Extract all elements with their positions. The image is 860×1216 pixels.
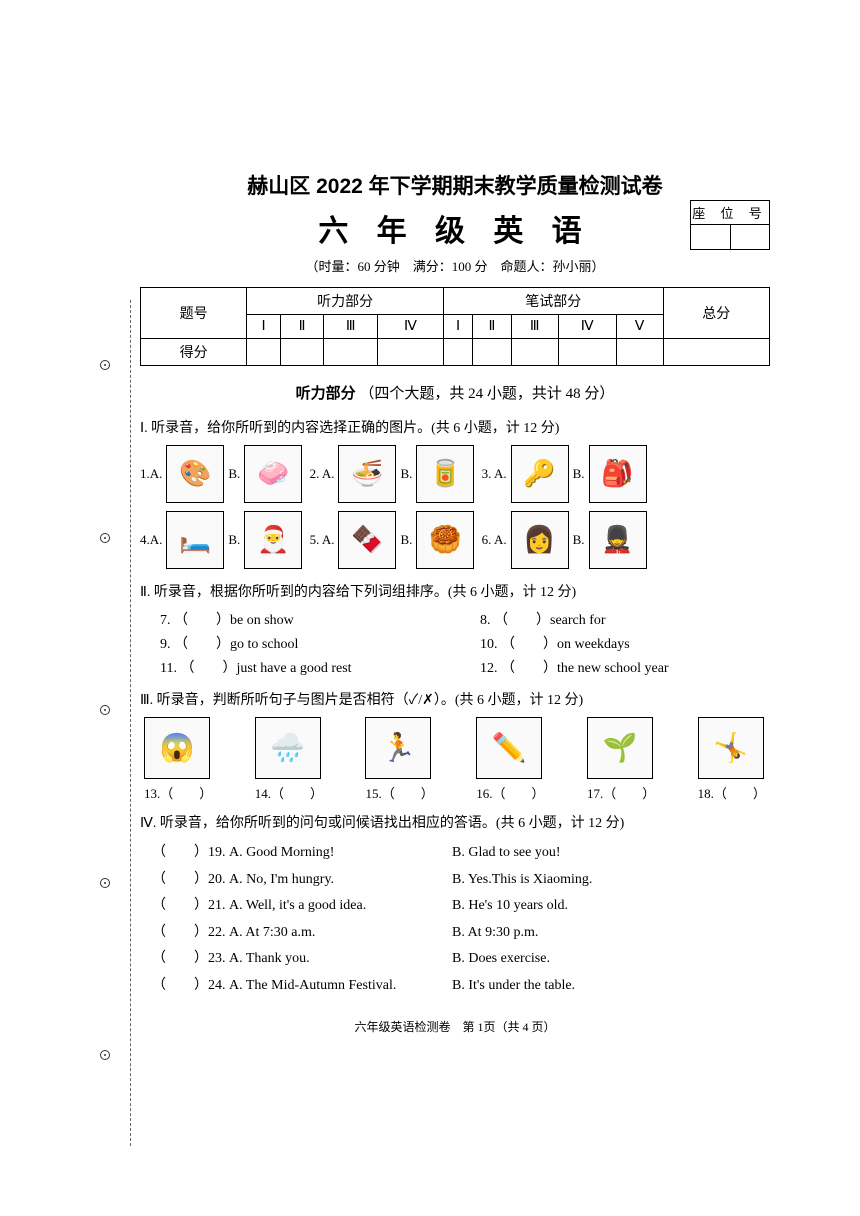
score-cell[interactable] [473,339,511,366]
section-subtitle: （四个大题，共 24 小题，共计 48 分） [359,386,614,402]
item-label: B. [228,532,240,548]
santa-icon: 🎅 [244,511,302,569]
key-icon: 🔑 [511,445,569,503]
item-label: 2. A. [306,466,334,482]
score-cell[interactable] [324,339,378,366]
item-label: 6. A. [478,532,506,548]
score-cell[interactable] [247,339,280,366]
rain-icon: 🌧️ [255,717,321,779]
score-cell[interactable] [378,339,444,366]
page-footer: 六年级英语检测卷 第 1页（共 4 页） [140,1018,770,1035]
seat-cells[interactable] [691,225,769,249]
scared-icon: 😱 [144,717,210,779]
seat-number-box: 座 位 号 [690,200,770,250]
exam-meta: （时量：60 分钟 满分：100 分 命题人：孙小丽） [140,256,770,275]
list-item: 10. （ ）on weekdays [480,633,770,653]
running-icon: 🏃 [365,717,431,779]
col-num: Ⅳ [558,315,616,339]
washing-icon: 🧼 [244,445,302,503]
planting-icon: 🌱 [587,717,653,779]
list-item: 9. （ ）go to school [160,633,450,653]
list-item: 11. （ ）just have a good rest [160,657,450,677]
col-num: Ⅳ [378,315,444,339]
list-item: 12. （ ）the new school year [480,657,770,677]
score-table: 题号 听力部分 笔试部分 总分 Ⅰ Ⅱ Ⅲ Ⅳ Ⅰ Ⅱ Ⅲ Ⅳ Ⅴ 得分 [140,287,770,366]
col-num: Ⅱ [473,315,511,339]
col-num: Ⅲ [324,315,378,339]
q4-instruction: Ⅳ. 听录音，给你所听到的问句或问候语找出相应的答语。(共 6 小题，计 12 … [140,812,770,832]
item-label: B. [228,466,240,482]
exam-title-line2: 六 年 级 英 语 [140,206,770,250]
soldier-icon: 💂 [589,511,647,569]
table-row: 得分 [141,339,770,366]
q1-instruction: Ⅰ. 听录音，给你所听到的内容选择正确的图片。(共 6 小题，计 12 分) [140,417,770,437]
item-label: B. [573,532,585,548]
score-cell[interactable] [558,339,616,366]
col-num: Ⅴ [616,315,663,339]
answer-row: （ ）24. A. The Mid-Autumn Festival. B. It… [152,973,770,1000]
judge-item: 🏃 15.（ ） [365,717,433,802]
seat-label: 座 位 号 [691,201,769,225]
backpack-icon: 🎒 [589,445,647,503]
score-cell[interactable] [663,339,769,366]
list-item: 7. （ ）be on show [160,609,450,629]
judge-item: 🌧️ 14.（ ） [255,717,323,802]
mooncake-icon: 🥮 [416,511,474,569]
q3-instruction: Ⅲ. 听录音，判断所听句子与图片是否相符（✓/✗）。(共 6 小题，计 12 分… [140,689,770,709]
pencil-icon: ✏️ [476,717,542,779]
listening-section-header: 听力部分 （四个大题，共 24 小题，共计 48 分） [140,382,770,403]
item-label: 3. A. [478,466,506,482]
col-num: Ⅱ [280,315,324,339]
total-header: 总分 [663,288,769,339]
chocolate-icon: 🍫 [338,511,396,569]
q3-row: 😱 13.（ ） 🌧️ 14.（ ） 🏃 15.（ ） ✏️ 16.（ ） 🌱 … [140,717,770,802]
col-num: Ⅰ [443,315,472,339]
score-cell[interactable] [511,339,558,366]
item-label: B. [400,532,412,548]
item-label: B. [573,466,585,482]
col-num: Ⅲ [511,315,558,339]
answer-row: （ ）22. A. At 7:30 a.m. B. At 9:30 p.m. [152,920,770,947]
q4-list: （ ）19. A. Good Morning! B. Glad to see y… [140,840,770,1000]
woman-icon: 👩 [511,511,569,569]
exam-page: 赫山区 2022 年下学期期末教学质量检测试卷 六 年 级 英 语 （时量：60… [0,0,860,1075]
judge-item: 🌱 17.（ ） [587,717,655,802]
cans-icon: 🥫 [416,445,474,503]
item-label: 1.A. [140,466,162,482]
score-cell[interactable] [443,339,472,366]
q1-row2: 4.A. 🛏️ B. 🎅 5. A. 🍫 B. 🥮 6. A. 👩 B. 💂 [140,511,770,569]
cartwheel-icon: 🤸 [698,717,764,779]
judge-item: 🤸 18.（ ） [698,717,766,802]
answer-row: （ ）23. A. Thank you. B. Does exercise. [152,946,770,973]
listening-header: 听力部分 [247,288,444,315]
bed-icon: 🛏️ [166,511,224,569]
item-label: 4.A. [140,532,162,548]
judge-item: 😱 13.（ ） [144,717,212,802]
q2-list: 7. （ ）be on show 8. （ ）search for 9. （ ）… [140,609,770,677]
item-label: B. [400,466,412,482]
q1-row1: 1.A. 🎨 B. 🧼 2. A. 🍜 B. 🥫 3. A. 🔑 B. 🎒 [140,445,770,503]
list-item: 8. （ ）search for [480,609,770,629]
score-cell[interactable] [280,339,324,366]
col-num: Ⅰ [247,315,280,339]
judge-item: ✏️ 16.（ ） [476,717,544,802]
q2-instruction: Ⅱ. 听录音，根据你所听到的内容给下列词组排序。(共 6 小题，计 12 分) [140,581,770,601]
score-cell[interactable] [616,339,663,366]
score-row-label: 得分 [141,339,247,366]
table-row: 题号 听力部分 笔试部分 总分 [141,288,770,315]
section-title: 听力部分 [296,385,356,402]
written-header: 笔试部分 [443,288,663,315]
answer-row: （ ）20. A. No, I'm hungry. B. Yes.This is… [152,867,770,894]
answer-row: （ ）21. A. Well, it's a good idea. B. He'… [152,893,770,920]
answer-row: （ ）19. A. Good Morning! B. Glad to see y… [152,840,770,867]
noodles-icon: 🍜 [338,445,396,503]
exam-title-line1: 赫山区 2022 年下学期期末教学质量检测试卷 [140,170,770,200]
painting-icon: 🎨 [166,445,224,503]
col-label: 题号 [141,288,247,339]
item-label: 5. A. [306,532,334,548]
